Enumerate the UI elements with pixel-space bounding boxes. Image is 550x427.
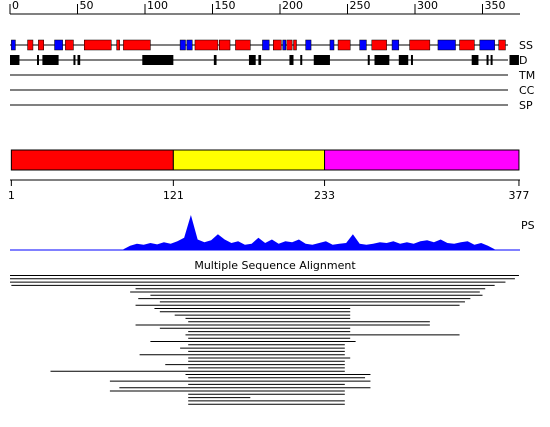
ss-segment bbox=[409, 39, 431, 51]
track-label: SP bbox=[519, 99, 533, 112]
disorder-segment bbox=[42, 55, 59, 65]
ss-segment bbox=[235, 39, 251, 51]
ss-segment bbox=[437, 39, 456, 51]
disorder-segment bbox=[398, 55, 409, 65]
ss-segment bbox=[305, 39, 312, 51]
disorder-segment bbox=[37, 55, 39, 65]
ss-segment bbox=[286, 39, 293, 51]
disorder-segment bbox=[77, 55, 81, 65]
ruler-label: 100 bbox=[147, 0, 168, 12]
ps-label: PS bbox=[521, 219, 535, 232]
ps-profile bbox=[123, 215, 495, 250]
ss-segment bbox=[371, 39, 387, 51]
ruler-label: 300 bbox=[417, 0, 438, 12]
ss-segment bbox=[498, 39, 506, 51]
domain-label: 121 bbox=[163, 189, 184, 202]
ss-segment bbox=[282, 39, 286, 51]
domain-block bbox=[324, 149, 520, 171]
disorder-segment bbox=[10, 55, 20, 65]
disorder-segment bbox=[367, 55, 370, 65]
disorder-segment bbox=[410, 55, 413, 65]
ss-segment bbox=[273, 39, 282, 51]
ruler-label: 150 bbox=[215, 0, 236, 12]
ruler-label: 250 bbox=[350, 0, 371, 12]
domain-block bbox=[10, 149, 174, 171]
disorder-segment bbox=[248, 55, 256, 65]
disorder-segment bbox=[142, 55, 174, 65]
ruler-label: 0 bbox=[12, 0, 19, 12]
track-label: D bbox=[519, 54, 527, 67]
disorder-segment bbox=[258, 55, 262, 65]
track-label: CC bbox=[519, 84, 535, 97]
track-label: SS bbox=[519, 39, 533, 52]
disorder-segment bbox=[313, 55, 330, 65]
ruler-label: 350 bbox=[485, 0, 506, 12]
domain-label: 377 bbox=[508, 189, 529, 202]
ruler-label: 50 bbox=[80, 0, 94, 12]
ss-segment bbox=[479, 39, 495, 51]
disorder-segment bbox=[73, 55, 76, 65]
ss-segment bbox=[11, 39, 16, 51]
ss-segment bbox=[293, 39, 297, 51]
ss-segment bbox=[459, 39, 475, 51]
ss-segment bbox=[262, 39, 270, 51]
disorder-segment bbox=[509, 55, 519, 65]
domain-label: 1 bbox=[8, 189, 15, 202]
domain-block bbox=[172, 149, 326, 171]
disorder-segment bbox=[490, 55, 493, 65]
disorder-segment bbox=[471, 55, 479, 65]
ss-segment bbox=[54, 39, 63, 51]
ss-segment bbox=[359, 39, 367, 51]
ss-segment bbox=[337, 39, 351, 51]
disorder-segment bbox=[374, 55, 390, 65]
ss-segment bbox=[186, 39, 193, 51]
disorder-segment bbox=[213, 55, 217, 65]
msa-title: Multiple Sequence Alignment bbox=[194, 259, 356, 272]
ss-segment bbox=[194, 39, 219, 51]
track-label: TM bbox=[518, 69, 535, 82]
ss-segment bbox=[116, 39, 120, 51]
disorder-segment bbox=[300, 55, 303, 65]
ss-segment bbox=[38, 39, 44, 51]
ss-segment bbox=[179, 39, 186, 51]
ss-segment bbox=[27, 39, 34, 51]
disorder-segment bbox=[486, 55, 489, 65]
ss-segment bbox=[123, 39, 151, 51]
disorder-segment bbox=[289, 55, 294, 65]
ss-segment bbox=[391, 39, 400, 51]
ss-segment bbox=[84, 39, 112, 51]
ss-segment bbox=[65, 39, 74, 51]
ss-segment bbox=[329, 39, 335, 51]
ruler-label: 200 bbox=[282, 0, 303, 12]
domain-label: 233 bbox=[314, 189, 335, 202]
ss-segment bbox=[219, 39, 231, 51]
